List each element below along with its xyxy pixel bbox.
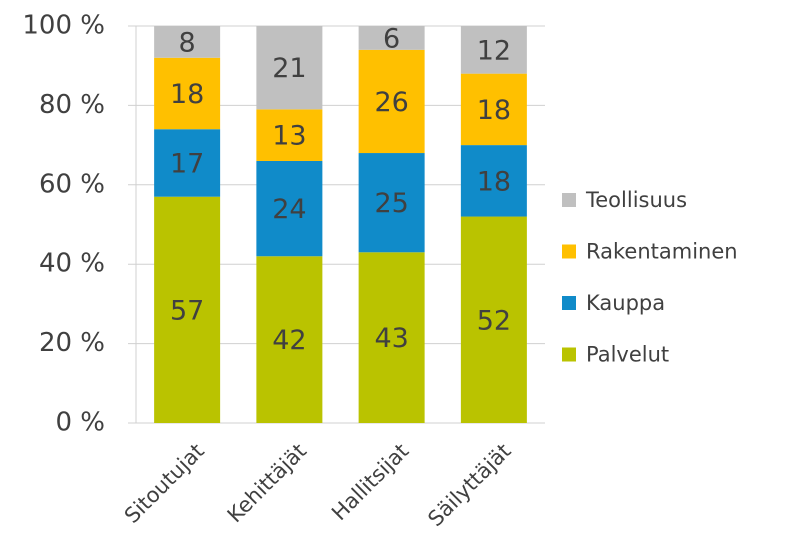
y-tick-label: 60 % [39, 169, 105, 199]
bar-segment [358, 26, 425, 50]
y-tick-label: 20 % [39, 328, 105, 358]
legend-swatch [562, 193, 576, 207]
legend-swatch [562, 296, 576, 310]
y-tick-label: 80 % [39, 90, 105, 120]
data-label: 8 [179, 27, 196, 58]
x-tick-label: Hallitsijat [327, 439, 413, 525]
bar-segment [460, 216, 527, 423]
bar-segment [358, 153, 425, 253]
data-label: 18 [170, 79, 204, 110]
data-label: 24 [272, 194, 306, 225]
data-label: 52 [477, 305, 511, 336]
legend-label: Kauppa [586, 291, 665, 315]
legend-label: Rakentaminen [586, 240, 738, 264]
y-tick-label: 40 % [39, 249, 105, 279]
bar-segment [358, 252, 425, 423]
data-label: 17 [170, 148, 204, 179]
data-label: 18 [477, 95, 511, 126]
y-tick-label: 100 % [22, 11, 105, 41]
data-label: 57 [170, 295, 204, 326]
bar-segment [460, 145, 527, 217]
data-label: 43 [374, 323, 408, 354]
bar-segment [154, 129, 221, 197]
bar-segment [256, 160, 323, 257]
legend-label: Teollisuus [585, 188, 687, 212]
legend-label: Palvelut [586, 343, 669, 367]
data-label: 21 [272, 53, 306, 84]
data-label: 25 [374, 188, 408, 219]
bar-segment [256, 26, 323, 110]
data-label: 18 [477, 166, 511, 197]
legend-swatch [562, 347, 576, 362]
data-label: 12 [477, 35, 511, 66]
bar-segment [460, 73, 527, 146]
x-tick-label: Kehittäjät [223, 439, 311, 527]
data-label: 13 [272, 121, 306, 152]
data-label: 26 [374, 87, 408, 118]
bar-segment [154, 57, 221, 130]
bar-segment [256, 256, 323, 423]
data-label: 42 [272, 325, 306, 356]
y-tick-label: 0 % [55, 408, 105, 438]
x-tick-label: Sitoutujat [120, 439, 209, 528]
bar-segment [154, 196, 221, 423]
legend-swatch [562, 244, 576, 259]
bar-segment [358, 49, 425, 154]
x-tick-label: Säilyttäjät [423, 439, 515, 531]
bar-segment [154, 26, 221, 58]
data-label: 6 [383, 23, 400, 54]
bar-segment [460, 26, 527, 74]
bar-segment [256, 109, 323, 161]
